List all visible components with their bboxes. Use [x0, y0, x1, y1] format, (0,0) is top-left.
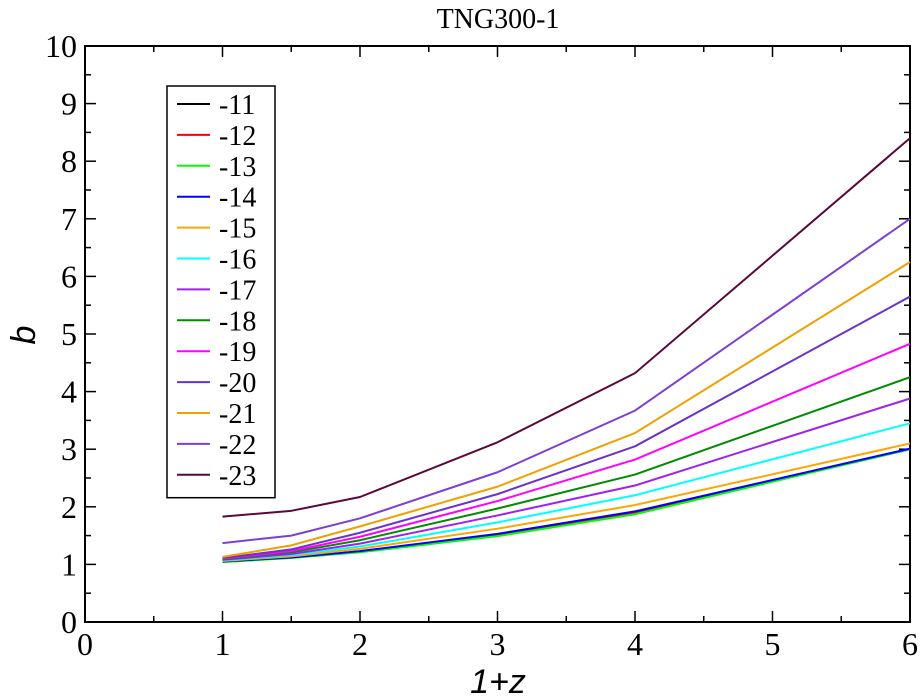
x-axis-label: 1+z	[470, 663, 526, 696]
series-line--17	[222, 397, 911, 561]
legend-label: -23	[219, 461, 256, 492]
y-tick-label: 2	[61, 489, 77, 525]
legend-label: -21	[219, 399, 256, 430]
series-line--20	[222, 295, 911, 560]
legend-label: -17	[219, 275, 256, 306]
series-line--16	[222, 422, 911, 562]
y-tick-label: 5	[61, 316, 77, 352]
legend-label: -18	[219, 306, 256, 337]
series-line--18	[222, 376, 911, 561]
chart-title: TNG300-1	[437, 4, 560, 35]
legend-label: -13	[219, 152, 256, 183]
x-tick-label: 1	[215, 626, 231, 662]
legend-label: -19	[219, 337, 256, 368]
y-axis-label: b	[5, 326, 43, 345]
plot-area: 0 1 2 3 4 5 6 0 1 2 3 4 5 6 7 8 9 10 -11-12-13-14-15-16-17…	[45, 28, 918, 662]
y-tick-label: 4	[61, 374, 77, 410]
x-tick-label: 2	[352, 626, 368, 662]
series-line--15	[222, 442, 911, 562]
legend-label: -22	[219, 430, 256, 461]
y-tick-label: 9	[61, 86, 77, 122]
legend-label: -16	[219, 245, 256, 276]
legend-label: -11	[219, 90, 255, 121]
y-tick-label: 1	[61, 546, 77, 582]
y-tick-label: 7	[61, 201, 77, 237]
x-tick-label: 3	[490, 626, 506, 662]
legend-label: -15	[219, 214, 256, 245]
x-tick-label: 4	[627, 626, 643, 662]
series-line--23	[222, 137, 911, 518]
legend-label: -20	[219, 368, 256, 399]
series-line--22	[222, 217, 911, 545]
x-tick-label: 0	[77, 626, 93, 662]
y-tick-label: 8	[61, 143, 77, 179]
y-tick-label: 3	[61, 431, 77, 467]
series-line--19	[222, 342, 911, 560]
x-tick-label: 5	[765, 626, 781, 662]
y-tick-label: 0	[61, 604, 77, 640]
series-line--21	[222, 261, 911, 558]
series-line--14	[222, 447, 911, 563]
y-tick-label: 6	[61, 258, 77, 294]
x-tick-label: 6	[902, 626, 918, 662]
legend-label: -14	[219, 183, 256, 214]
y-tick-label: 10	[45, 28, 77, 64]
legend-label: -12	[219, 121, 256, 152]
legend-box	[166, 85, 276, 499]
